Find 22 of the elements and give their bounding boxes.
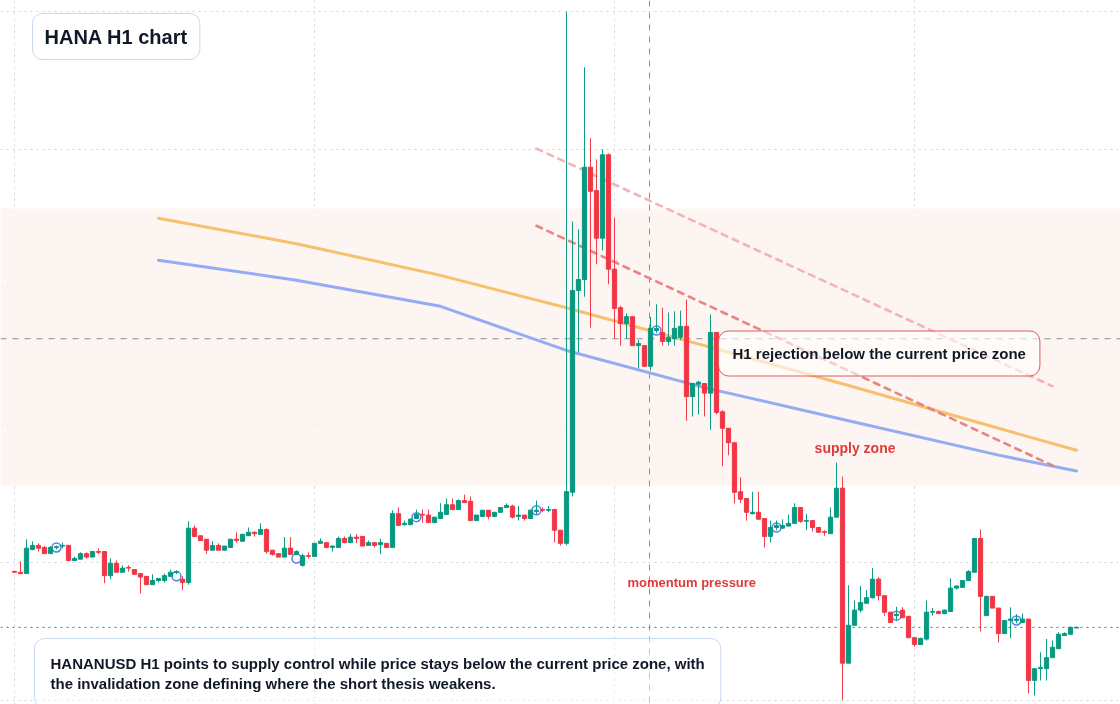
candlestick (179, 576, 186, 591)
candlestick (287, 537, 294, 555)
candlestick (629, 316, 636, 347)
candlestick (119, 565, 126, 573)
annotation: HANANUSD H1 points to supply control while price stays below the current price zone, with the invalidation zone defining where the short thesis weakens. (50, 654, 705, 692)
text: HANA H1 chart (44, 25, 188, 48)
candlestick (521, 514, 528, 521)
candlestick (539, 507, 546, 513)
candlestick (641, 345, 648, 367)
candlestick (83, 552, 90, 559)
candlestick (89, 551, 96, 558)
candlestick (803, 513, 810, 531)
annotation: momentum pressure (627, 575, 757, 590)
candlestick (383, 542, 390, 548)
candlestick (305, 552, 312, 559)
candlestick (65, 544, 72, 562)
candlestick (515, 506, 522, 521)
candlestick (983, 595, 990, 617)
candlestick (125, 565, 132, 572)
candlestick (545, 506, 552, 513)
band-label: supply zone (814, 439, 896, 456)
annotation: H1 rejection below the current price zone (732, 345, 1026, 362)
